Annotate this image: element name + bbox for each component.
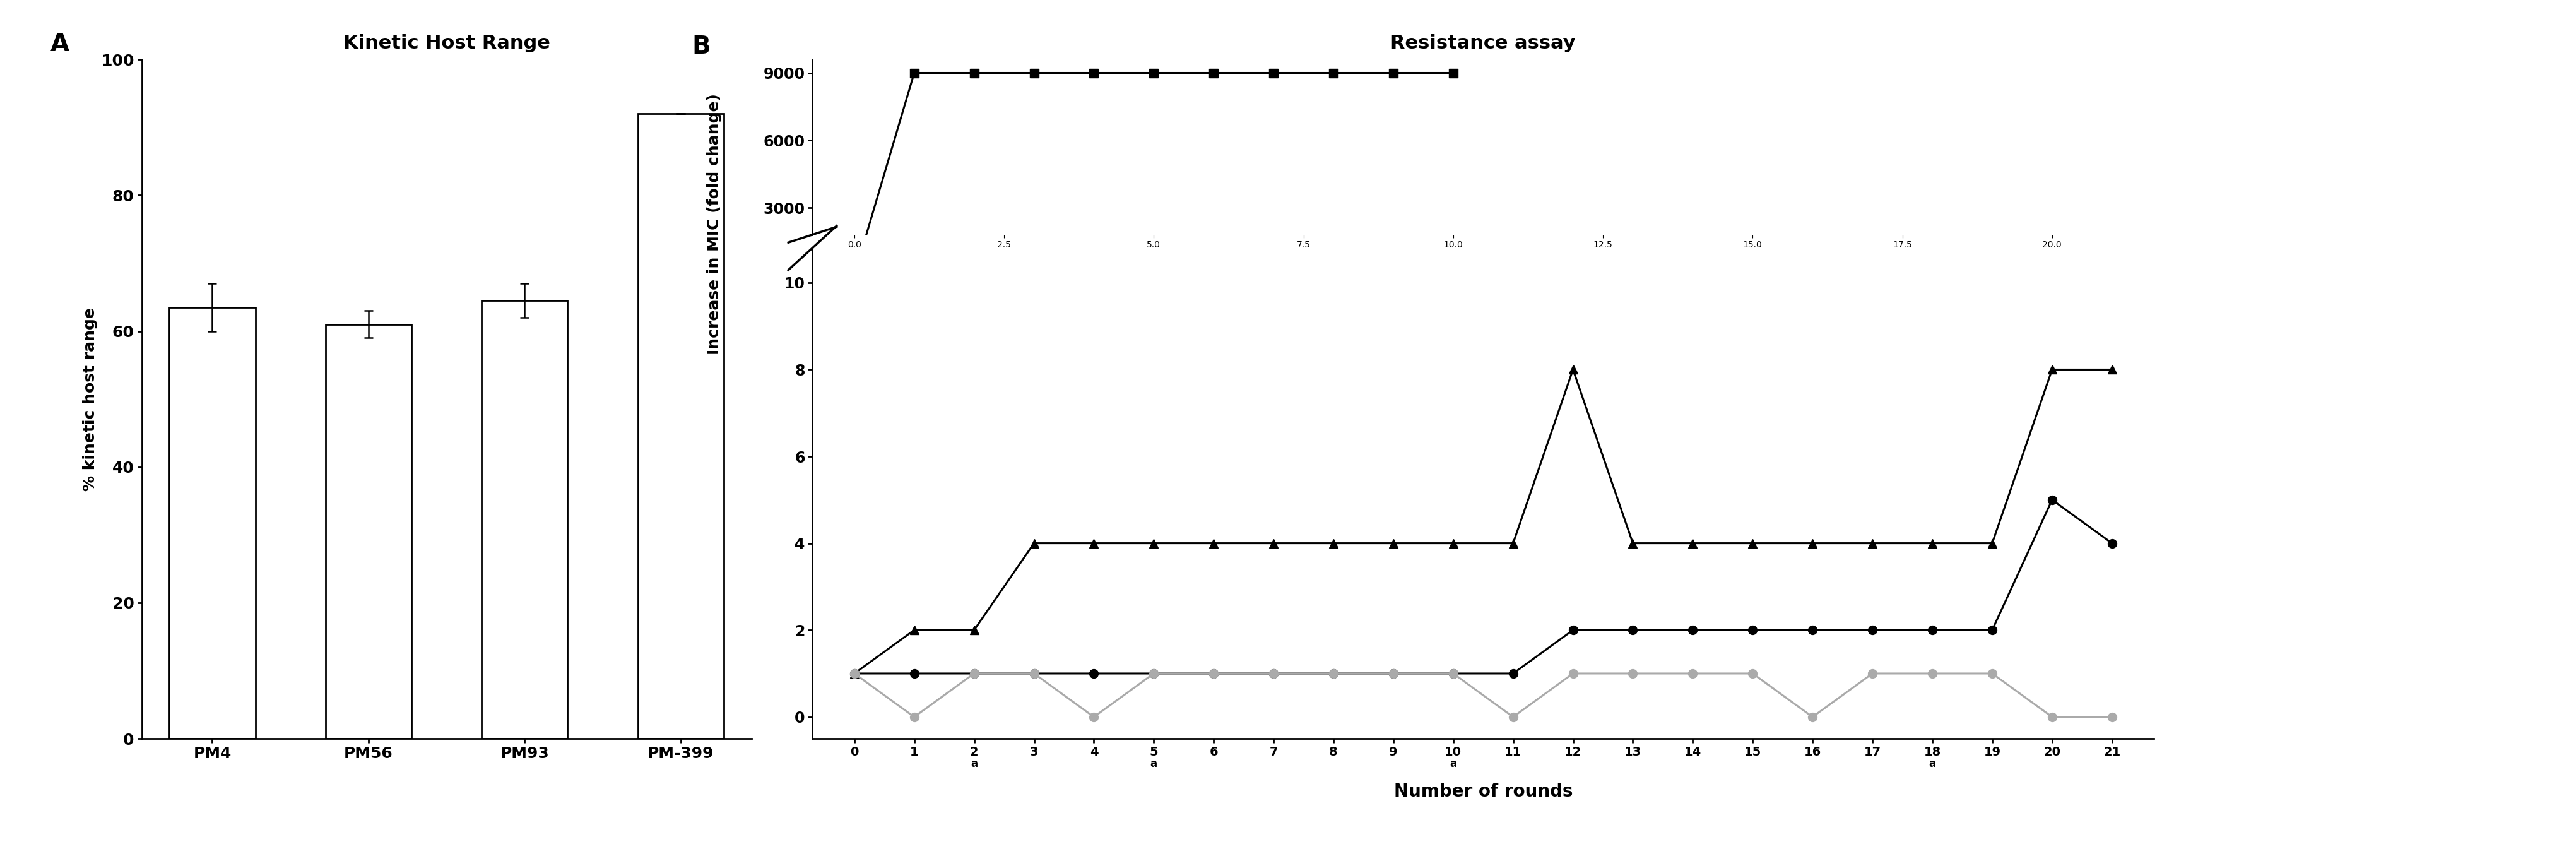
Text: a: a [1450, 758, 1455, 769]
Text: A: A [49, 32, 70, 56]
Text: a: a [1929, 758, 1935, 769]
Bar [482, 301, 567, 739]
Text: Increase in MIC (fold change): Increase in MIC (fold change) [706, 93, 721, 355]
Bar [170, 307, 255, 739]
Text: a: a [971, 758, 979, 769]
Title: Resistance assay: Resistance assay [1391, 35, 1577, 53]
Title: Kinetic Host Range: Kinetic Host Range [343, 35, 551, 53]
Bar [639, 114, 724, 739]
Y-axis label: % kinetic host range: % kinetic host range [82, 307, 98, 491]
X-axis label: Number of rounds: Number of rounds [1394, 783, 1571, 801]
Text: B: B [693, 35, 711, 59]
Text: a: a [1151, 758, 1157, 769]
Bar [325, 324, 412, 739]
